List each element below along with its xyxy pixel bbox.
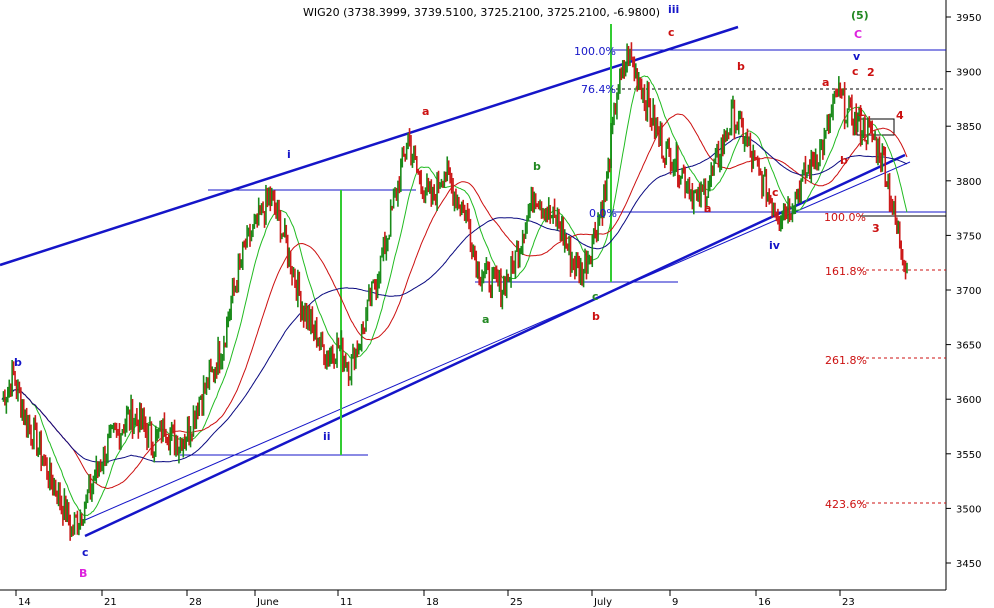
inner-trend-line <box>84 161 911 521</box>
wave-label: iii <box>668 3 679 16</box>
wave-label: iv <box>769 239 781 252</box>
wave-label: v <box>853 50 861 63</box>
wave-label: b <box>592 310 600 323</box>
wave-label: a <box>422 105 429 118</box>
x-tick-label: July <box>593 597 612 608</box>
fib-label: 100.0% <box>824 211 866 224</box>
x-tick-label: 11 <box>340 597 353 608</box>
fib-label: 76.4% <box>581 83 616 96</box>
wave-label: 3 <box>872 222 880 235</box>
wave-label: a <box>822 76 829 89</box>
fib-label: 423.6% <box>825 498 867 511</box>
x-tick-label: 28 <box>189 597 202 608</box>
x-tick-label: 21 <box>104 597 117 608</box>
wave-label: c <box>852 65 859 78</box>
wave-label: 4 <box>896 109 904 122</box>
ma-fast-line <box>1 75 908 517</box>
wave-label: a <box>704 202 711 215</box>
fib-label: 261.8% <box>825 354 867 367</box>
y-tick-label: 3450 <box>956 559 981 570</box>
y-tick-label: 3750 <box>956 231 981 242</box>
price-series <box>2 42 908 541</box>
y-tick-label: 3950 <box>956 13 981 24</box>
lower-channel-line <box>84 153 906 538</box>
chart-title: WIG20 (3738.3999, 3739.5100, 3725.2100, … <box>303 6 660 19</box>
x-tick-label: 23 <box>842 597 855 608</box>
wave-label: B <box>79 567 87 580</box>
wave-label: c <box>592 290 599 303</box>
wave-label: 2 <box>867 66 875 79</box>
wave-label: (5) <box>851 9 869 22</box>
y-tick-label: 3500 <box>956 504 981 515</box>
wave-label: b <box>737 60 745 73</box>
x-tick-label: 9 <box>672 597 678 608</box>
x-tick-label: June <box>256 597 279 608</box>
wave-label: c <box>772 186 779 199</box>
upper-channel-line <box>0 25 739 267</box>
wave-label: ii <box>323 430 331 443</box>
wave-label: b <box>840 154 848 167</box>
y-tick-label: 3850 <box>956 122 981 133</box>
fib-label: 161.8% <box>825 265 867 278</box>
x-tick-label: 14 <box>18 597 31 608</box>
wave-label: c <box>668 26 675 39</box>
fib-label: 0.0% <box>589 207 617 220</box>
y-tick-label: 3650 <box>956 341 981 352</box>
y-tick-label: 3700 <box>956 286 981 297</box>
wave-label: c <box>82 546 89 559</box>
x-tick-label: 25 <box>510 597 523 608</box>
wave-label: i <box>287 148 291 161</box>
fib-label: 100.0% <box>574 45 616 58</box>
moving-averages <box>1 75 908 517</box>
wave-label: b <box>14 356 22 369</box>
x-tick-label: 16 <box>758 597 771 608</box>
y-tick-label: 3600 <box>956 395 981 406</box>
wave-label: a <box>482 313 489 326</box>
ma-slow-line <box>1 135 908 463</box>
wave-label: C <box>854 28 862 41</box>
y-tick-label: 3900 <box>956 68 981 79</box>
y-tick-label: 3800 <box>956 177 981 188</box>
x-tick-label: 18 <box>426 597 439 608</box>
axes: 3450 3500 3550 3600 3650 3700 3750 3800 3850 3900… <box>15 13 981 608</box>
y-tick-label: 3550 <box>956 450 981 461</box>
wave-label: b <box>533 160 541 173</box>
wave-label: 1 <box>857 106 865 119</box>
